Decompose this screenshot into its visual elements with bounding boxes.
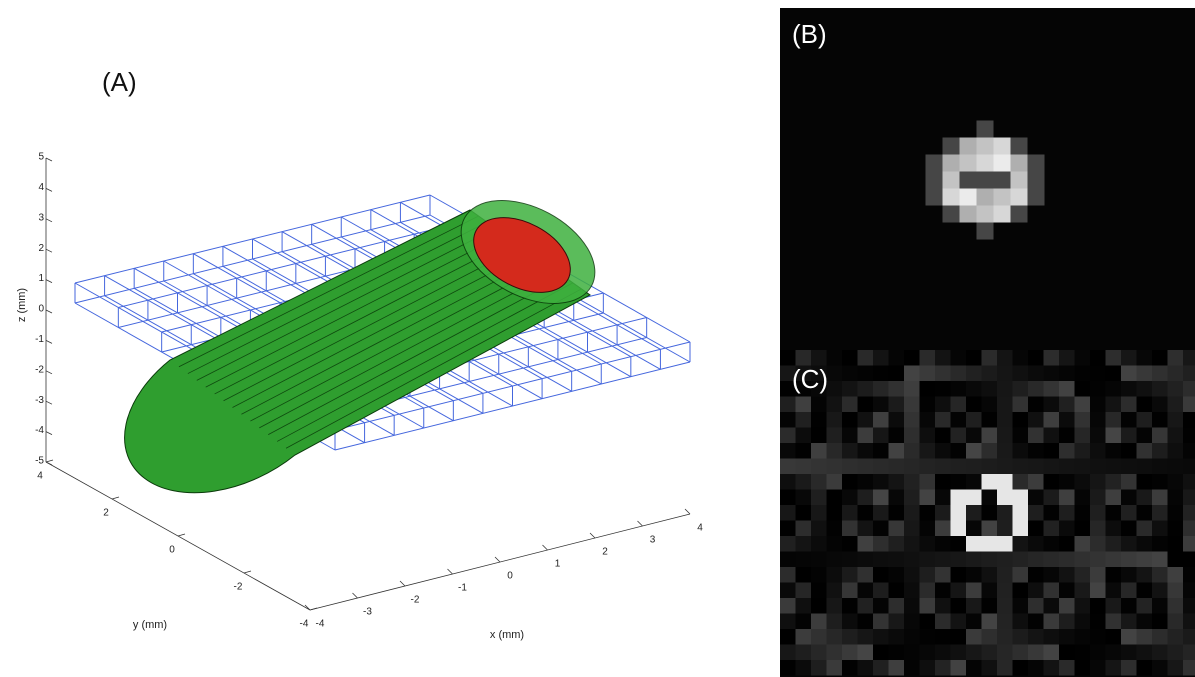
figure: 5 4 3 2 1 0 -1 -2 -3 -4 -5 4 2 0 -2 -4 -4 -3 -2 -1 0 1 2 3 4 (A)… [0,0,1195,677]
z-tick-label: 5 [38,152,44,163]
z-tick-label: -1 [35,334,44,345]
y-tick-label: 0 [169,545,175,556]
x-tick-label: -2 [411,595,420,606]
x-tick-label: 4 [697,523,703,534]
image-c [780,350,1195,676]
z-tick-label: -3 [35,395,44,406]
z-tick-label: -4 [35,425,44,436]
x-tick-label: 1 [555,559,561,570]
y-tick-label: 2 [103,508,109,519]
panel-label: (B) [792,19,827,49]
z-tick-label: -5 [35,456,44,467]
x-tick-label: -4 [316,619,325,630]
image-b [926,121,1045,240]
y-tick-label: -2 [234,582,243,593]
y-axis-label: y (mm) [133,619,167,631]
x-axis-label: x (mm) [490,629,524,641]
y-tick-label: 4 [37,471,43,482]
z-axis-label: z (mm) [16,288,28,322]
x-tick-label: -3 [363,607,372,618]
y-tick-label: -4 [300,619,309,630]
z-tick-label: 1 [38,273,44,284]
x-tick-label: 0 [507,571,513,582]
panel-label: (A) [102,67,137,97]
z-tick-label: 3 [38,212,44,223]
panel-label: (C) [792,364,828,394]
z-tick-label: -2 [35,364,44,375]
x-tick-label: -1 [458,583,467,594]
x-tick-label: 3 [650,535,656,546]
z-tick-label: 0 [38,304,44,315]
z-tick-label: 2 [38,243,44,254]
z-tick-label: 4 [38,182,44,193]
x-tick-label: 2 [602,547,608,558]
